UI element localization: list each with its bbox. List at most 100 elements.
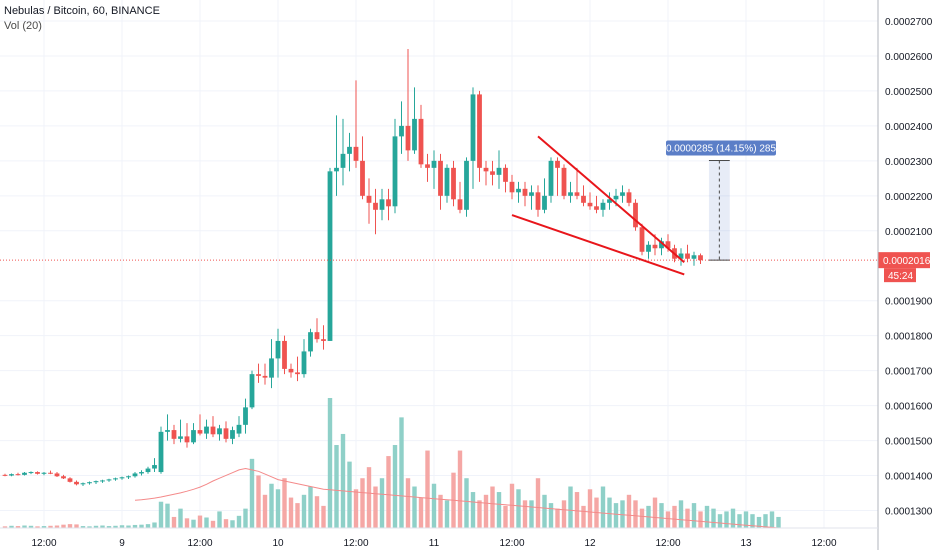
- volume-bar: [613, 503, 619, 528]
- price-tick-label: 0.0002700: [885, 17, 932, 28]
- candle-body: [353, 146, 359, 161]
- candle-body: [607, 199, 612, 203]
- candle-body: [178, 436, 183, 439]
- candle-body: [613, 195, 619, 200]
- volume-bar: [529, 500, 534, 528]
- candle-body: [119, 477, 125, 479]
- candle-body: [535, 192, 541, 210]
- candle-body: [438, 160, 443, 196]
- volume-bar: [652, 497, 658, 528]
- volume-bar: [743, 511, 749, 528]
- volume-bar: [366, 467, 372, 528]
- candle-body: [132, 473, 138, 477]
- candle-body: [464, 160, 469, 210]
- volume-bar: [106, 526, 112, 528]
- candle-body: [418, 118, 424, 165]
- volume-bar: [470, 492, 476, 528]
- candle-body: [522, 188, 528, 196]
- candle-body: [314, 332, 320, 340]
- volume-bar: [561, 500, 567, 528]
- candle-body: [126, 476, 131, 478]
- volume-bar: [425, 450, 430, 528]
- candle-body: [561, 167, 567, 196]
- volume-bar: [581, 505, 586, 528]
- time-tick-label: 12:00: [343, 538, 368, 549]
- volume-bar: [373, 486, 378, 528]
- candle-body: [41, 472, 47, 474]
- volume-bar: [340, 433, 346, 528]
- volume-bar: [464, 478, 469, 528]
- candle-body: [405, 125, 411, 151]
- volume-bar: [158, 501, 164, 528]
- chart-grid: [0, 0, 878, 528]
- candle-body: [555, 160, 560, 168]
- candle-body: [451, 167, 456, 200]
- volume-bar: [210, 520, 216, 528]
- volume-bar: [113, 525, 118, 528]
- candle-body: [139, 472, 144, 474]
- candle-body: [412, 118, 417, 151]
- candle-body: [48, 472, 53, 474]
- candle-body: [516, 188, 521, 193]
- time-tick-label: 9: [119, 538, 125, 549]
- candle-body: [217, 428, 222, 435]
- volume-bar: [555, 508, 560, 528]
- candle-body: [269, 358, 274, 378]
- volume-bar: [295, 503, 300, 528]
- candle-body: [659, 241, 664, 249]
- candle-body: [431, 160, 437, 168]
- candle-body: [678, 253, 684, 259]
- volume-bar: [600, 486, 606, 528]
- candle-body: [639, 227, 645, 252]
- volume-bar: [418, 497, 424, 528]
- volume-bar: [353, 489, 359, 528]
- candle-body: [347, 146, 352, 154]
- volume-bar: [9, 525, 14, 528]
- candle-body: [340, 153, 346, 168]
- candle-body: [379, 199, 385, 210]
- volume-bar: [756, 516, 762, 528]
- volume-bar: [737, 514, 742, 528]
- candle-body: [308, 332, 313, 352]
- candle-body: [210, 426, 216, 435]
- countdown-bg: [884, 268, 916, 283]
- candle-body: [386, 199, 391, 207]
- candle-body: [574, 192, 580, 196]
- countdown-value: 45:24: [888, 271, 913, 282]
- candle-body: [223, 428, 229, 439]
- volume-indicator-label: Vol (20): [4, 20, 42, 32]
- candle-body: [230, 430, 235, 439]
- candle-body: [100, 480, 105, 482]
- price-tag-bg: [878, 252, 930, 269]
- volume-bar: [256, 475, 261, 528]
- volume-bar: [587, 489, 593, 528]
- time-tick-label: 12:00: [499, 538, 524, 549]
- candle-body: [665, 241, 671, 249]
- candle-body: [152, 465, 157, 469]
- candle-body: [74, 481, 79, 485]
- volume-bars: [2, 398, 781, 528]
- price-tick-label: 0.0002200: [885, 192, 932, 203]
- volume-bar: [139, 524, 144, 528]
- candle-body: [457, 199, 463, 210]
- candle-body: [145, 468, 151, 473]
- candle-body: [698, 255, 703, 261]
- time-tick-label: 12:00: [811, 538, 836, 549]
- candle-body: [301, 351, 307, 375]
- price-tick-label: 0.0002400: [885, 122, 932, 133]
- candle-body: [171, 430, 177, 439]
- price-tick-label: 0.0002300: [885, 157, 932, 168]
- volume-bar: [191, 519, 196, 528]
- volume-bar: [405, 478, 411, 528]
- volume-bar: [386, 456, 391, 528]
- candle-body: [652, 244, 658, 249]
- volume-bar: [724, 511, 729, 528]
- volume-bar: [243, 508, 248, 528]
- candle-body: [509, 181, 515, 193]
- candle-body: [503, 167, 508, 182]
- volume-bar: [776, 516, 781, 528]
- volume-bar: [178, 508, 183, 528]
- candle-body: [243, 407, 248, 425]
- volume-bar: [763, 514, 768, 528]
